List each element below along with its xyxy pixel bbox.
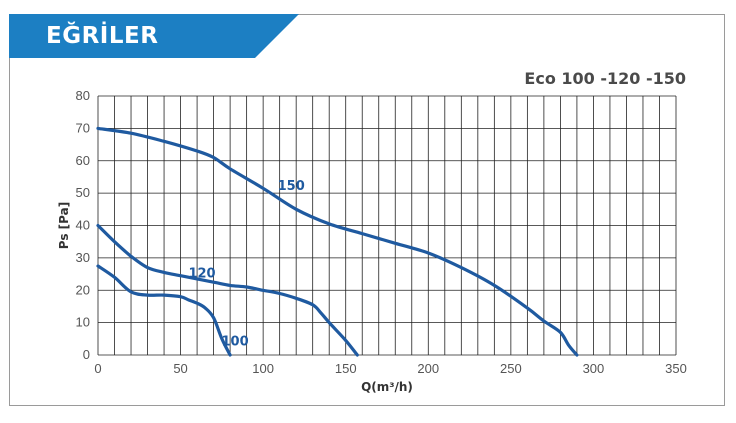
x-tick-label: 300 — [583, 361, 605, 376]
x-tick-label: 150 — [335, 361, 357, 376]
y-tick-label: 70 — [76, 120, 90, 135]
x-tick-label: 100 — [252, 361, 274, 376]
curve-label-150: 150 — [278, 179, 305, 194]
y-tick-label: 20 — [76, 282, 90, 297]
model-label: Eco 100 -120 -150 — [524, 69, 686, 88]
y-tick-label: 10 — [76, 315, 90, 330]
y-tick-label: 0 — [83, 347, 90, 362]
curve-120 — [96, 223, 359, 357]
x-tick-label: 200 — [417, 361, 439, 376]
y-tick-label: 30 — [76, 250, 90, 265]
curve-label-120: 120 — [188, 266, 215, 281]
y-tick-label: 50 — [76, 185, 90, 200]
y-axis-title: Ps [Pa] — [57, 202, 71, 249]
x-tick-label: 50 — [173, 361, 187, 376]
x-tick-label: 250 — [500, 361, 522, 376]
y-tick-label: 80 — [76, 88, 90, 103]
curve-150 — [96, 126, 579, 357]
y-tick-label: 60 — [76, 153, 90, 168]
axis-ticks: 0 50 100 150 200 250 300 350 0 10 20 30 40 50 60 70 80 — [76, 88, 687, 376]
header-banner-shape — [9, 14, 299, 58]
header-banner — [9, 14, 299, 58]
curve-100 — [96, 264, 232, 357]
curve-labels: 100 120 150 — [188, 179, 304, 349]
curve-label-100: 100 — [221, 334, 248, 349]
x-axis-title: Q(m³/h) — [361, 380, 413, 394]
chart-frame — [9, 14, 725, 406]
curves — [96, 126, 579, 357]
chart-grid — [97, 95, 677, 356]
x-tick-label: 0 — [94, 361, 101, 376]
y-tick-label: 40 — [76, 218, 90, 233]
page-title: EĞRİLER — [46, 23, 159, 49]
x-tick-label: 350 — [665, 361, 687, 376]
